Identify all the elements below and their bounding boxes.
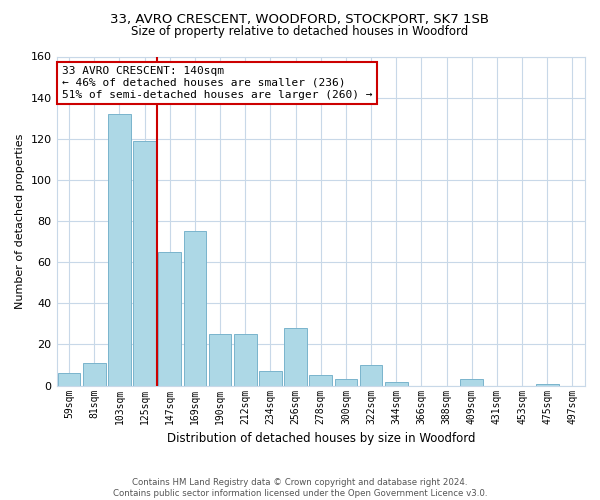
Text: 33 AVRO CRESCENT: 140sqm
← 46% of detached houses are smaller (236)
51% of semi-: 33 AVRO CRESCENT: 140sqm ← 46% of detach… — [62, 66, 373, 100]
Bar — [460, 380, 483, 386]
Text: 33, AVRO CRESCENT, WOODFORD, STOCKPORT, SK7 1SB: 33, AVRO CRESCENT, WOODFORD, STOCKPORT, … — [110, 12, 490, 26]
X-axis label: Distribution of detached houses by size in Woodford: Distribution of detached houses by size … — [167, 432, 475, 445]
Text: Size of property relative to detached houses in Woodford: Size of property relative to detached ho… — [131, 25, 469, 38]
Bar — [184, 232, 206, 386]
Bar — [335, 380, 357, 386]
Y-axis label: Number of detached properties: Number of detached properties — [15, 134, 25, 309]
Bar — [209, 334, 232, 386]
Bar — [536, 384, 559, 386]
Bar — [385, 382, 407, 386]
Bar — [58, 374, 80, 386]
Bar — [234, 334, 257, 386]
Text: Contains HM Land Registry data © Crown copyright and database right 2024.
Contai: Contains HM Land Registry data © Crown c… — [113, 478, 487, 498]
Bar — [83, 363, 106, 386]
Bar — [108, 114, 131, 386]
Bar — [310, 376, 332, 386]
Bar — [133, 141, 156, 386]
Bar — [158, 252, 181, 386]
Bar — [284, 328, 307, 386]
Bar — [360, 365, 382, 386]
Bar — [259, 371, 282, 386]
